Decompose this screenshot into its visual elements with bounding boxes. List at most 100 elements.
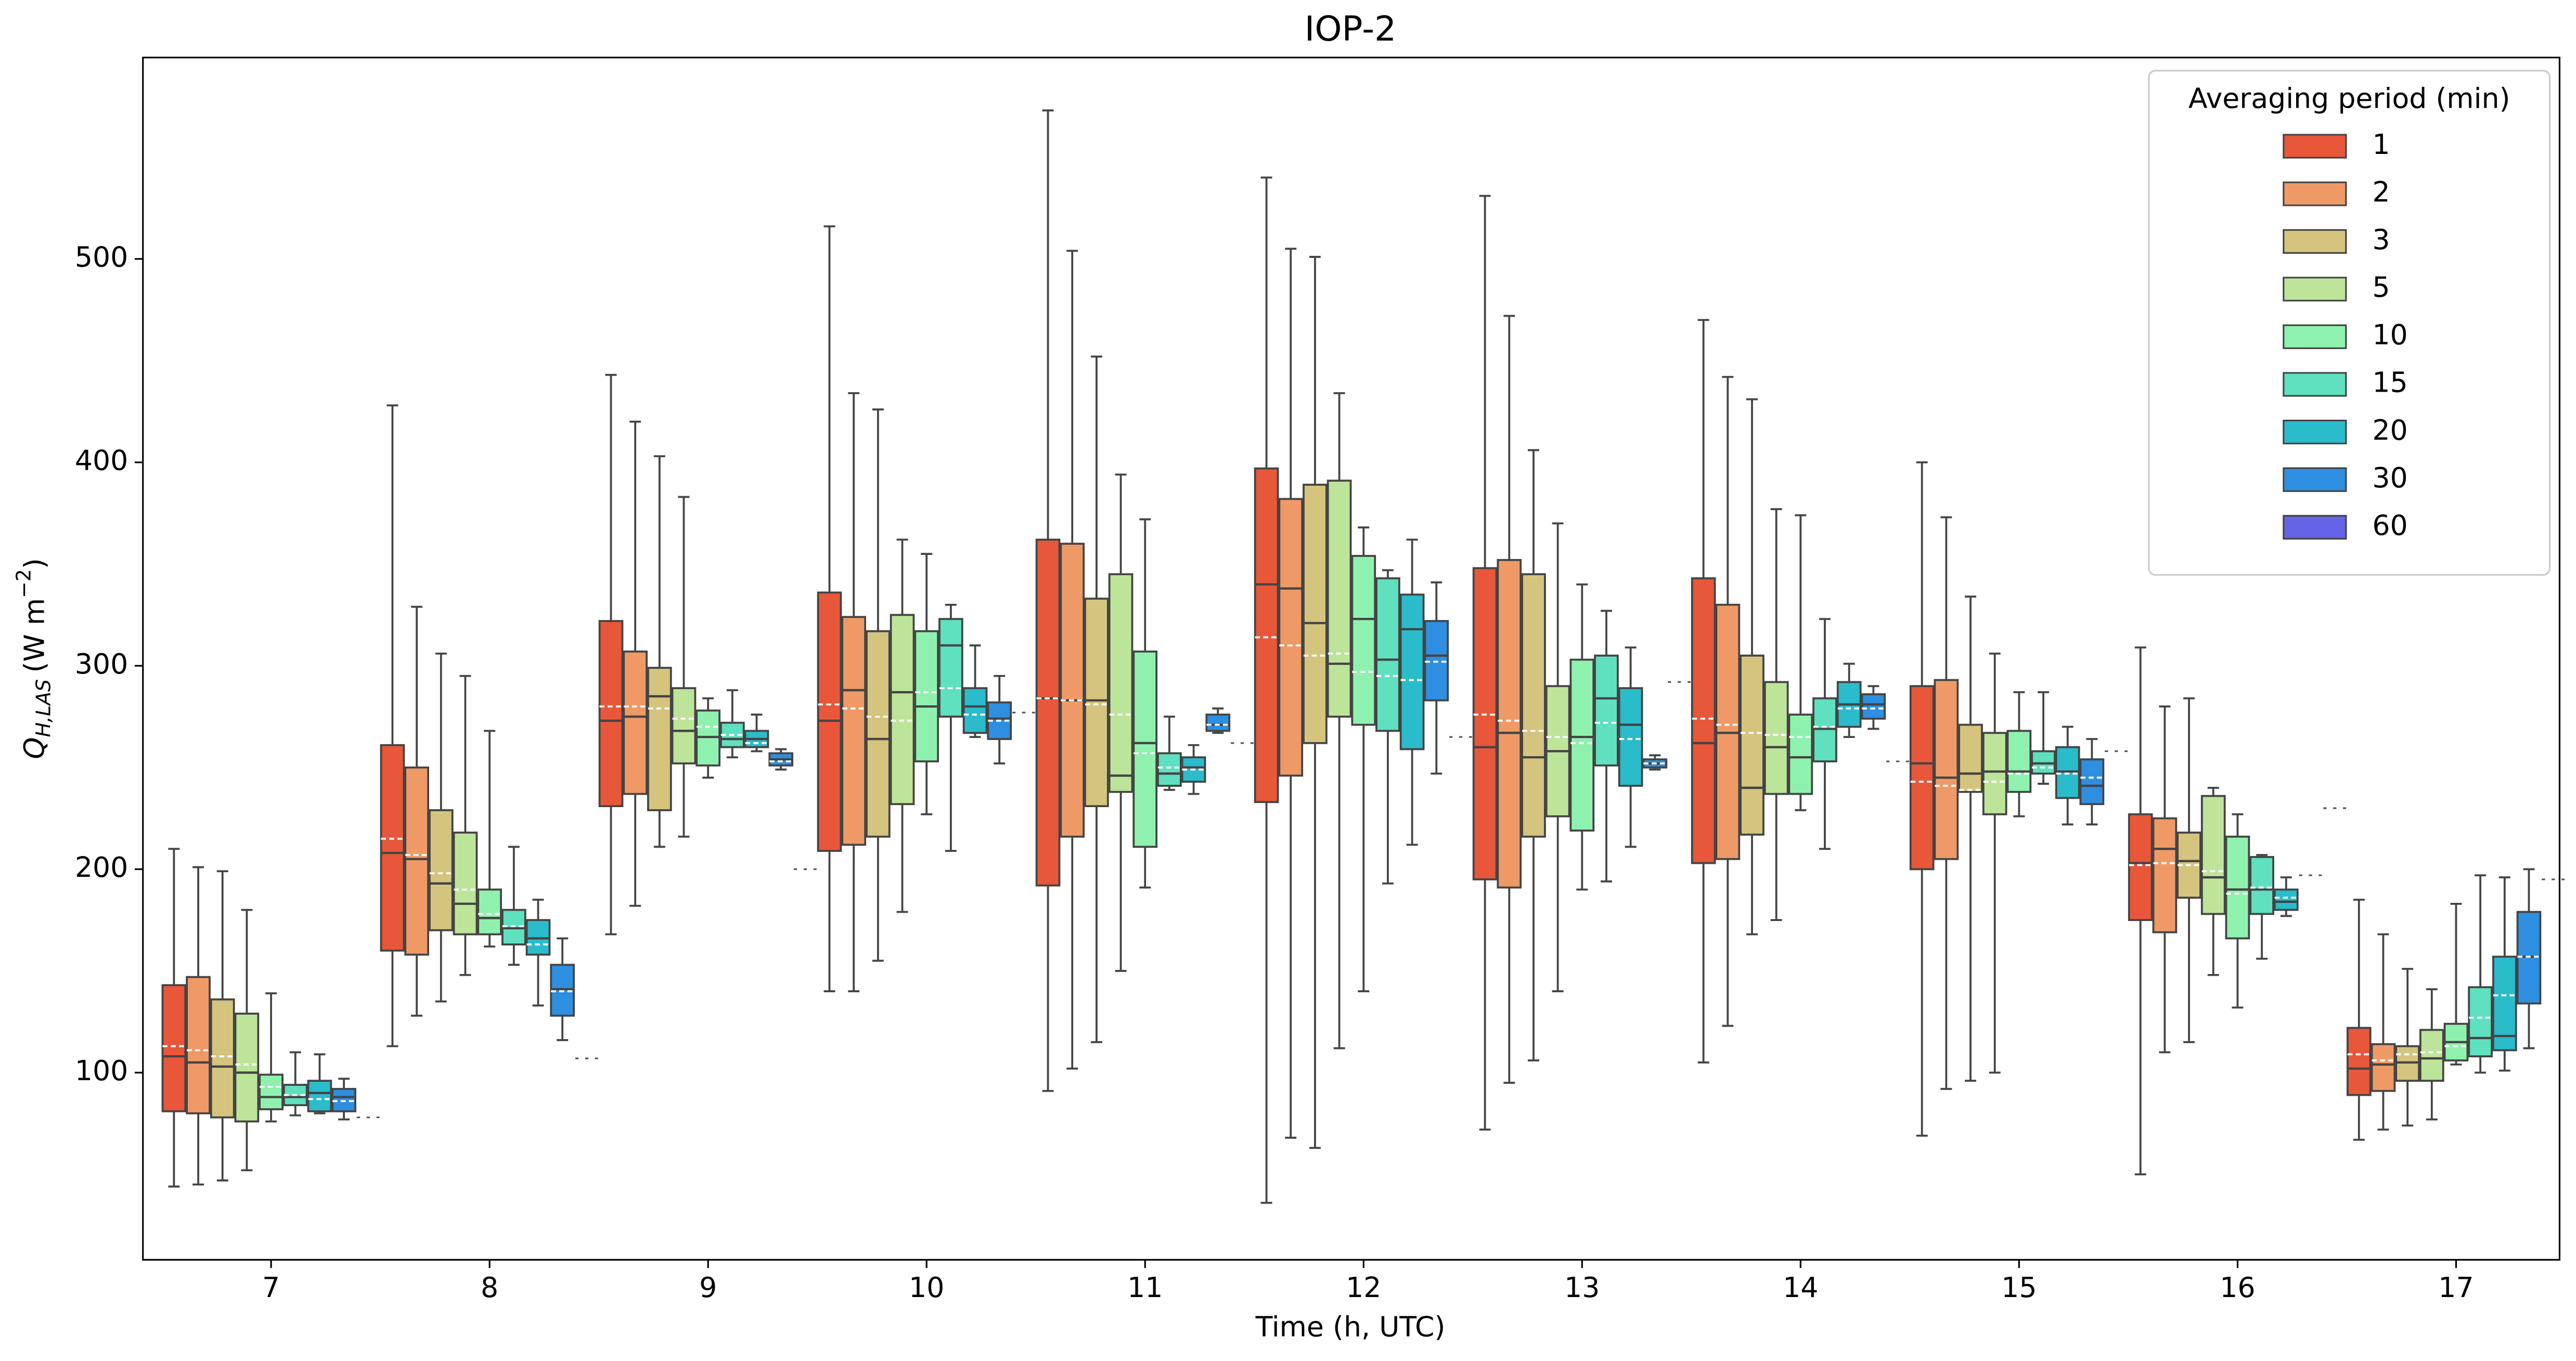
box	[404, 766, 429, 956]
y-axis-label: QH,LAS (W m−2)	[12, 558, 55, 759]
y-label-unit: (W m	[18, 598, 50, 672]
box	[671, 687, 697, 764]
box	[2079, 758, 2105, 806]
box	[1594, 654, 1619, 767]
box	[380, 744, 405, 952]
box	[2346, 1027, 2372, 1096]
y-label-unit-close: )	[18, 558, 50, 569]
box	[2249, 856, 2274, 915]
legend-label: 10	[2372, 318, 2407, 351]
box	[1763, 681, 1789, 795]
box	[1618, 687, 1643, 787]
x-tick-label: 17	[2438, 1271, 2474, 1304]
legend-label: 15	[2372, 366, 2407, 399]
legend-box	[2148, 70, 2551, 576]
box	[1521, 573, 1546, 838]
box	[866, 630, 891, 838]
legend-swatch	[2283, 324, 2347, 349]
box	[2492, 955, 2517, 1052]
box	[1278, 498, 1304, 777]
box	[1569, 658, 1595, 832]
y-tick-label: 100	[75, 1054, 128, 1087]
y-label-subscript: H,LAS	[32, 679, 55, 737]
box	[623, 650, 648, 795]
box	[259, 1073, 284, 1110]
x-tick-label: 7	[262, 1271, 280, 1304]
box	[1740, 654, 1764, 836]
box	[477, 888, 502, 936]
box	[2468, 986, 2493, 1058]
box	[2371, 1043, 2396, 1092]
legend-label: 2	[2372, 175, 2390, 208]
box	[1958, 723, 1983, 793]
box	[2006, 730, 2032, 793]
box	[234, 1013, 260, 1123]
box	[841, 616, 867, 846]
box	[2128, 813, 2153, 922]
legend-label: 60	[2372, 509, 2407, 541]
chart-title: IOP-2	[1305, 8, 1396, 49]
y-label-exponent: −2	[12, 569, 35, 598]
box	[647, 667, 672, 811]
y-tick-label: 300	[75, 647, 128, 680]
x-tick-label: 8	[481, 1271, 498, 1304]
x-tick-label: 13	[1564, 1271, 1600, 1304]
y-tick-label: 500	[75, 241, 128, 274]
box	[914, 630, 939, 762]
box	[1375, 577, 1400, 732]
x-tick-label: 15	[2001, 1271, 2037, 1304]
box	[1326, 479, 1352, 718]
y-tick-label: 200	[75, 851, 128, 884]
box	[1472, 567, 1498, 880]
legend-label: 1	[2372, 128, 2390, 161]
box	[1424, 620, 1449, 702]
box	[1157, 752, 1182, 787]
plot-frame	[142, 57, 2560, 1261]
legend-swatch	[2283, 182, 2347, 206]
legend-label: 20	[2372, 413, 2407, 446]
box	[1060, 542, 1085, 838]
box	[331, 1087, 356, 1112]
x-tick-label: 10	[909, 1271, 944, 1304]
box	[2419, 1029, 2444, 1082]
box	[2152, 817, 2178, 934]
y-label-symbol: Q	[18, 737, 50, 759]
y-tick-label: 400	[75, 444, 128, 477]
legend-swatch	[2283, 419, 2347, 445]
box	[161, 984, 187, 1112]
box	[2225, 835, 2250, 940]
box	[307, 1080, 332, 1112]
legend-label: 30	[2372, 461, 2407, 494]
box	[1788, 714, 1813, 795]
x-tick-label: 16	[2220, 1271, 2255, 1304]
x-axis-label: Time (h, UTC)	[1255, 1311, 1446, 1343]
box	[890, 614, 915, 806]
box	[2200, 795, 2226, 915]
box	[186, 976, 211, 1114]
legend-swatch	[2283, 277, 2347, 302]
box	[1205, 714, 1231, 732]
box	[428, 809, 454, 931]
box	[1084, 598, 1109, 807]
box	[1108, 573, 1134, 793]
box	[598, 620, 624, 807]
legend-label: 3	[2372, 223, 2390, 256]
box	[962, 687, 988, 734]
box	[1934, 679, 1959, 860]
box	[210, 998, 235, 1119]
x-tick-label: 12	[1346, 1271, 1381, 1304]
box	[1909, 685, 1935, 871]
box	[453, 832, 478, 936]
box	[1982, 732, 2007, 815]
legend-swatch	[2283, 229, 2347, 254]
box	[2273, 888, 2299, 911]
box	[1399, 593, 1425, 750]
x-tick-label: 14	[1783, 1271, 1818, 1304]
box	[1861, 693, 1886, 720]
box	[1035, 538, 1061, 887]
box	[1132, 650, 1158, 848]
box	[1497, 559, 1522, 889]
x-tick-label: 9	[699, 1271, 717, 1304]
